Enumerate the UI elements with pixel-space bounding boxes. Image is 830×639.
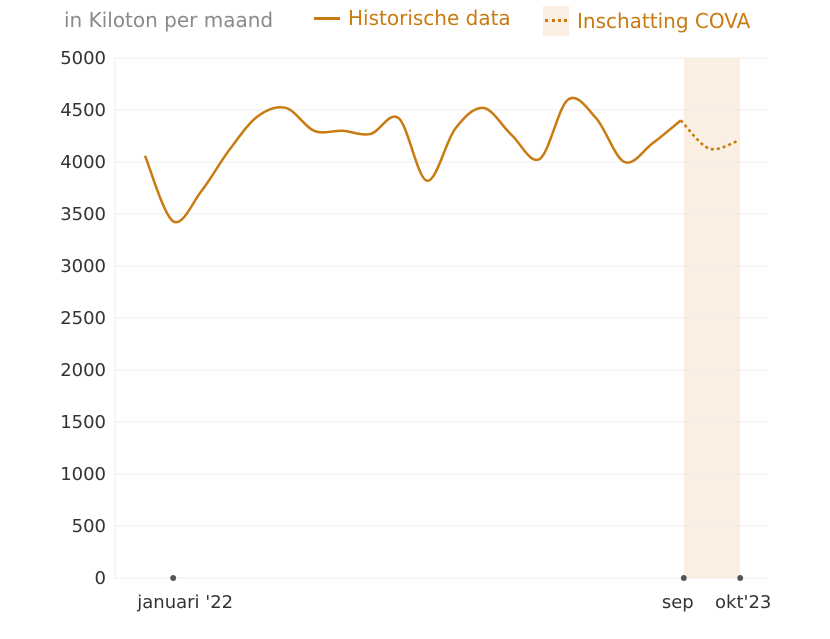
y-tick-label: 500: [72, 516, 106, 537]
y-tick-label: 3500: [60, 204, 106, 225]
x-tick-dot: [680, 575, 687, 581]
y-tick-label: 1000: [60, 464, 106, 485]
legend-estimate: Inschatting COVA: [543, 6, 750, 36]
y-tick-label: 2500: [60, 308, 106, 329]
y-tick-label: 4500: [60, 100, 106, 121]
y-tick-label: 1500: [60, 412, 106, 433]
estimate-line: [679, 119, 738, 151]
y-tick-label: 3000: [60, 256, 106, 277]
y-tick-label: 4000: [60, 152, 106, 173]
y-tick-label: 2000: [60, 360, 106, 381]
solid-line-icon: [314, 16, 340, 20]
x-tick-label: sep: [662, 592, 694, 613]
x-tick-dot: [170, 575, 177, 581]
x-tick-dot: [737, 575, 744, 581]
y-tick-label: 5000: [60, 48, 106, 69]
historical-line: [143, 96, 682, 224]
legend-historical: Historische data: [314, 6, 511, 30]
x-tick-label: januari '22: [136, 592, 233, 613]
y-tick-label: 0: [95, 568, 106, 589]
legend-label: Historische data: [348, 6, 511, 30]
legend-label: Inschatting COVA: [577, 9, 751, 33]
y-unit-label: in Kiloton per maand: [64, 8, 274, 32]
dotted-line-icon: [543, 6, 569, 36]
x-tick-label: okt'23: [715, 592, 771, 613]
